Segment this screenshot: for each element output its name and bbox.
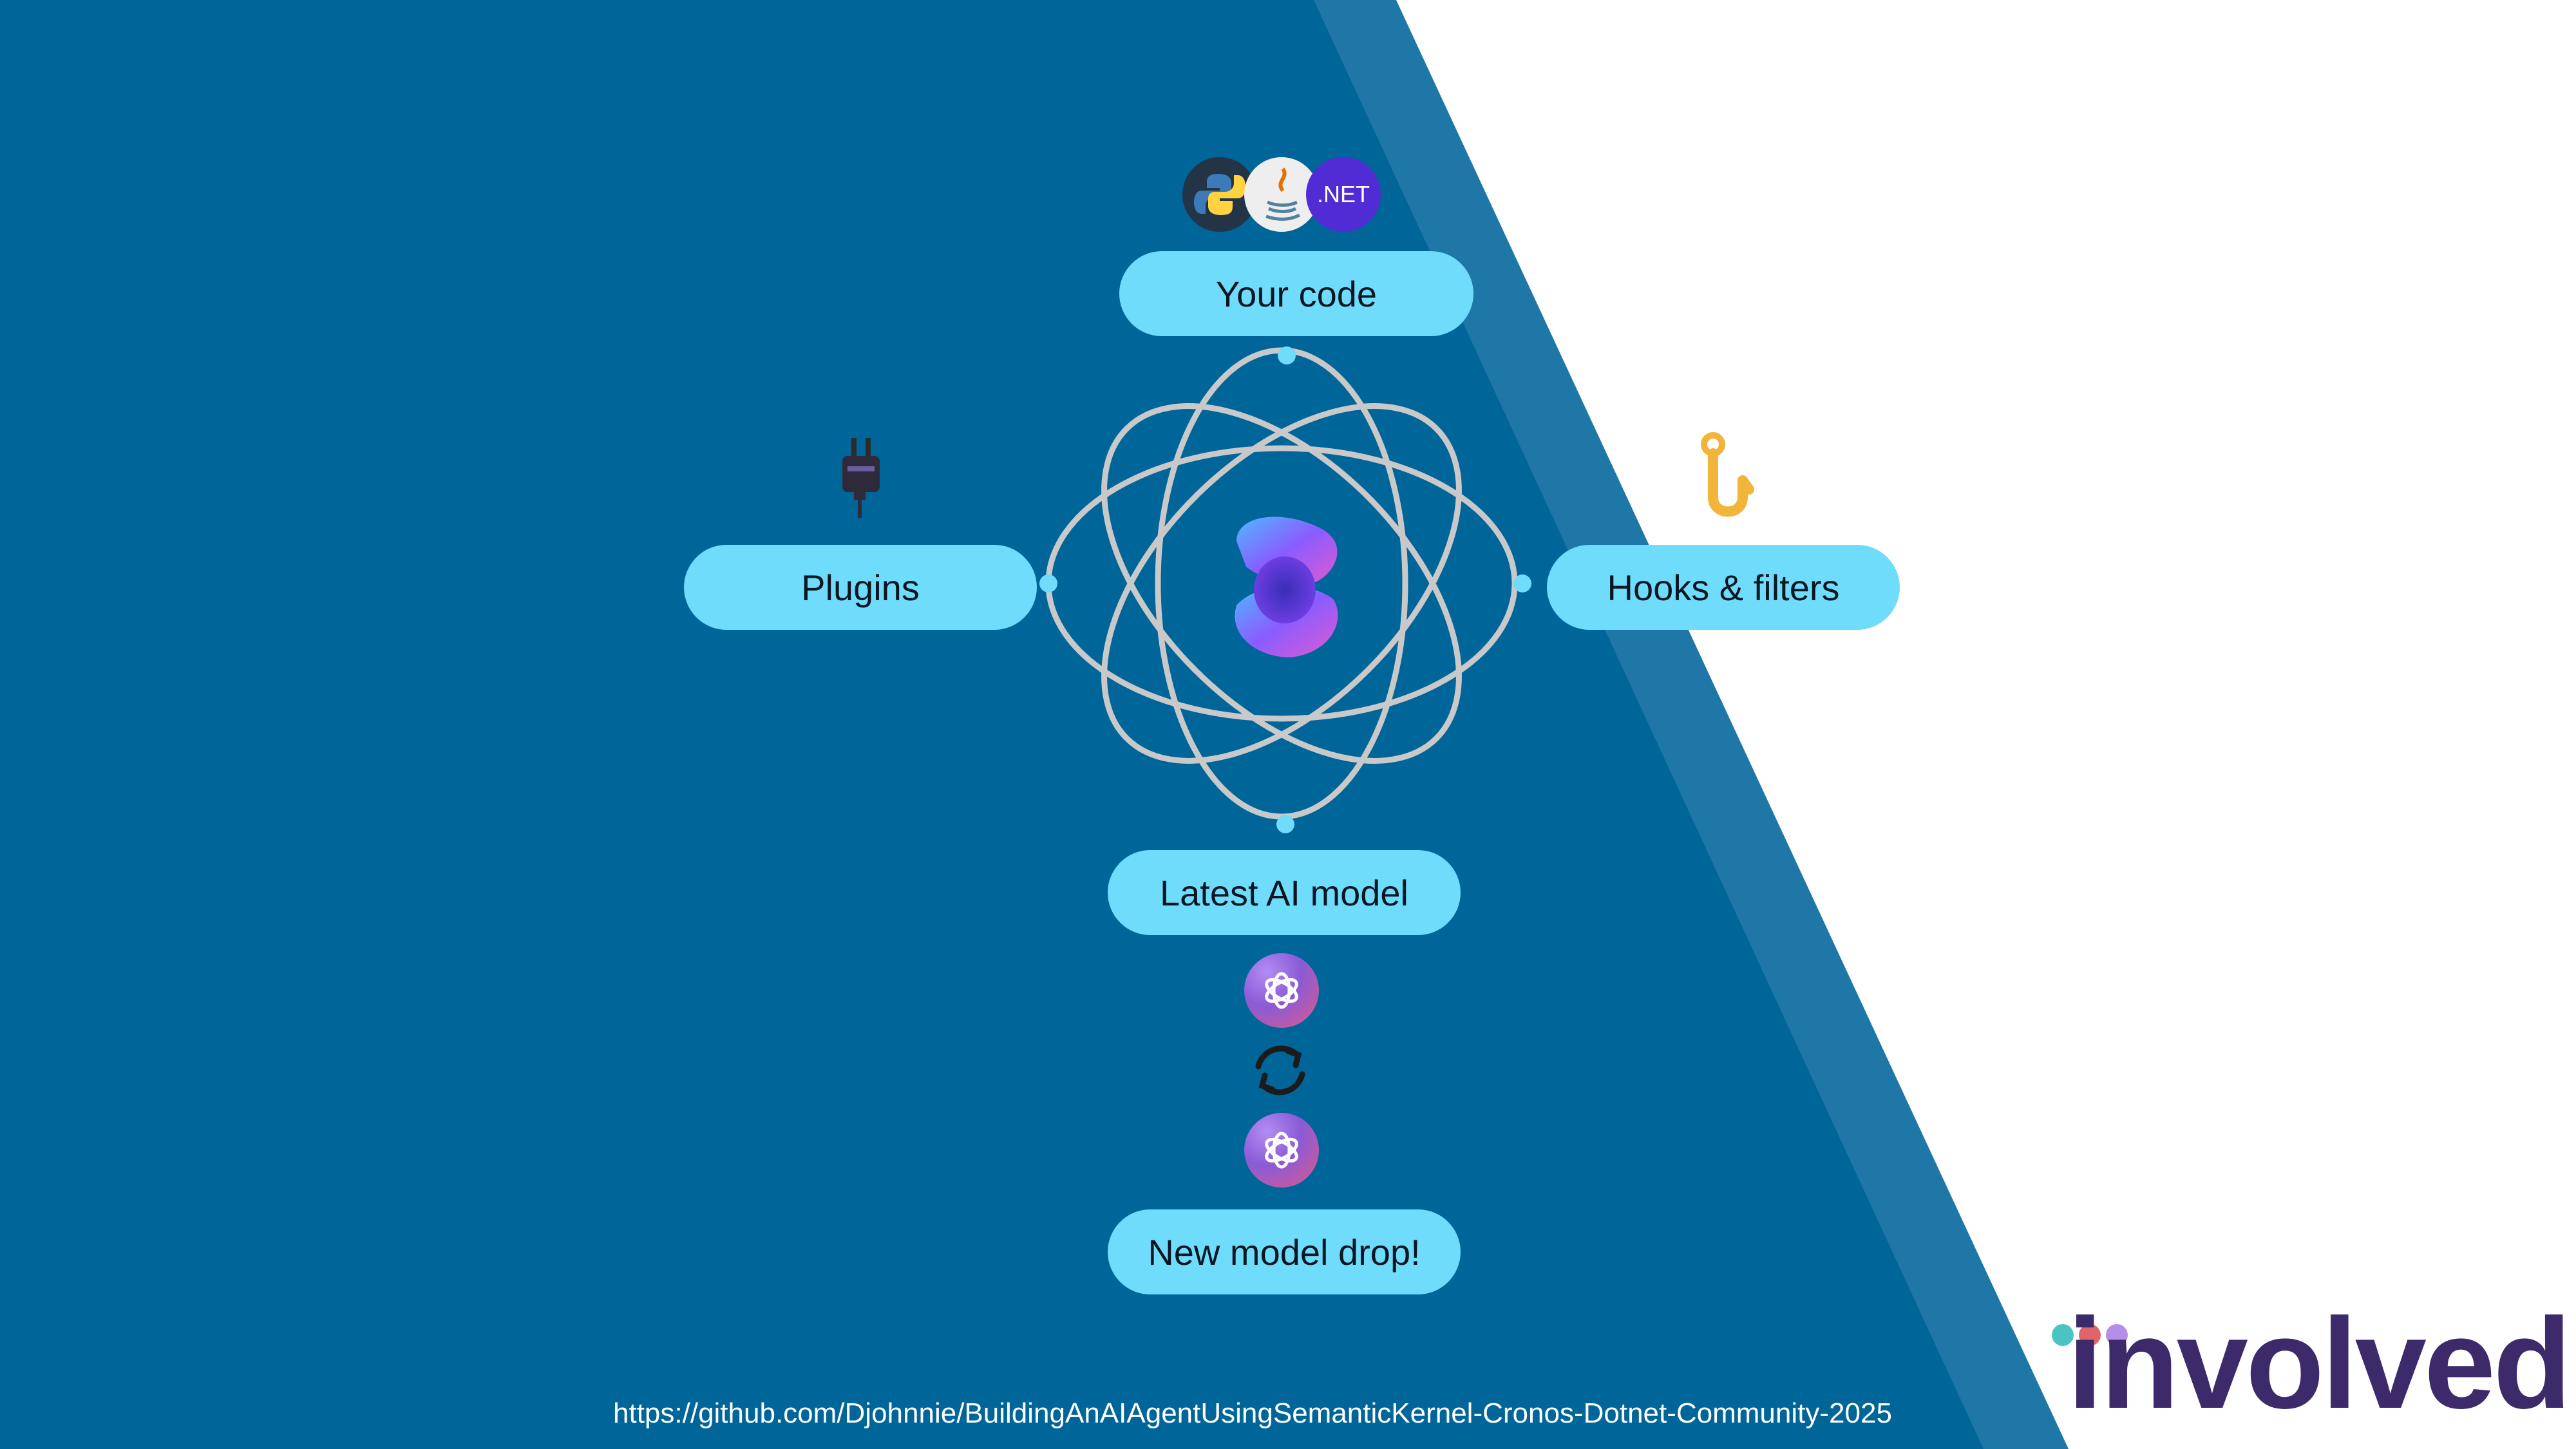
hooks-filters-node: Hooks & filters xyxy=(1547,545,1900,630)
dotnet-icon: .NET xyxy=(1306,157,1381,232)
new-model-drop-node: New model drop! xyxy=(1108,1209,1461,1294)
involved-logo: involved xyxy=(2067,1292,2571,1435)
latest-model-node: Latest AI model xyxy=(1108,850,1461,935)
logo-dot-purple xyxy=(2106,1324,2128,1346)
your-code-node: Your code xyxy=(1119,251,1473,336)
dotnet-label: .NET xyxy=(1316,181,1370,207)
your-code-label: Your code xyxy=(1215,273,1378,314)
openai-icon xyxy=(1244,953,1319,1028)
plug-icon xyxy=(842,438,880,518)
orbit-diagonal-b xyxy=(1101,403,1462,764)
repo-url: https://github.com/Djohnnie/BuildingAnAI… xyxy=(613,1397,1892,1429)
hook-icon xyxy=(1701,432,1754,517)
plugins-node: Plugins xyxy=(684,545,1037,630)
new-model-drop-label: New model drop! xyxy=(1148,1231,1421,1273)
node-dot-right xyxy=(1513,574,1531,592)
logo-dot-teal xyxy=(2052,1324,2074,1346)
plugins-label: Plugins xyxy=(801,567,920,608)
node-dot-top xyxy=(1278,346,1296,365)
orbit-diagonal-a xyxy=(1101,403,1462,764)
openai-icon xyxy=(1244,1113,1319,1188)
node-dot-bottom xyxy=(1276,815,1294,833)
refresh-icon xyxy=(1255,1045,1305,1095)
blue-background xyxy=(0,0,1984,1449)
logo-dot-red xyxy=(2079,1324,2101,1346)
latest-model-label: Latest AI model xyxy=(1159,872,1408,913)
semantic-kernel-logo xyxy=(1235,516,1338,658)
hooks-filters-label: Hooks & filters xyxy=(1607,567,1840,608)
node-dot-left xyxy=(1039,574,1057,592)
